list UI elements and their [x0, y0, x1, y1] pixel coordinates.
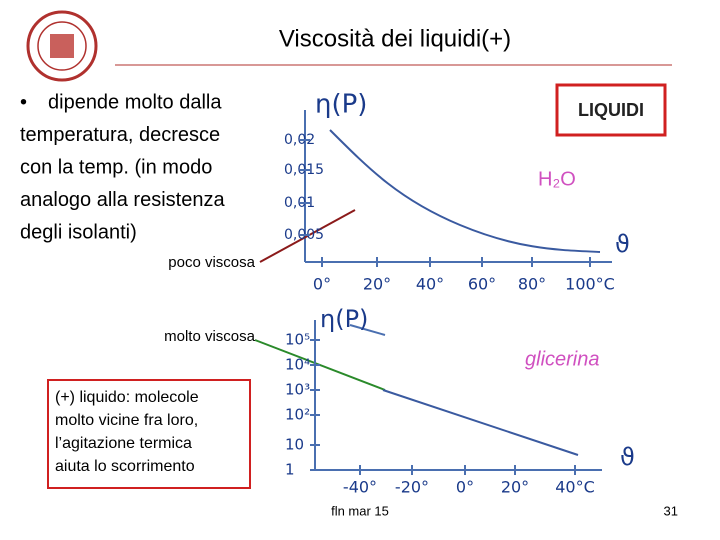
bullet-line: degli isolanti): [20, 221, 137, 243]
bullet-line: temperatura, decresce: [20, 124, 220, 146]
label-poco: poco viscosa: [168, 254, 255, 271]
x-tick-label: 20°: [501, 478, 529, 497]
x-tick-label: 60°: [468, 275, 496, 294]
ylabel: η(P): [320, 305, 368, 333]
title: Viscosità dei liquidi(+): [279, 25, 511, 52]
x-tick-label: 20°: [363, 275, 391, 294]
note-box: [47, 379, 251, 489]
badge-box: [555, 83, 667, 137]
y-tick-label: 10⁵: [285, 331, 310, 349]
y-tick-label: 10²: [285, 406, 310, 424]
xlabel: ϑ: [620, 443, 635, 471]
series-name: glicerina: [525, 348, 599, 370]
x-tick-label: 0°: [456, 478, 474, 497]
series-name: H₂O: [538, 168, 576, 190]
badge: LIQUIDI: [578, 100, 644, 120]
note-line: l’agitazione termica: [55, 435, 192, 452]
ylabel: η(P): [315, 90, 367, 120]
x-tick-label: 80°: [518, 275, 546, 294]
bullet-line: analogo alla resistenza: [20, 189, 225, 211]
x-tick-label: 40°: [416, 275, 444, 294]
y-tick-label: 10⁴: [285, 356, 310, 374]
y-tick-label: 1: [285, 461, 295, 479]
bullet-dot: •: [20, 91, 27, 113]
xlabel: ϑ: [615, 230, 630, 258]
y-tick-label: 10³: [285, 381, 310, 399]
note-line: aiuta lo scorrimento: [55, 458, 195, 475]
bullet-line: dipende molto dalla: [48, 91, 222, 113]
page-number: 31: [664, 503, 678, 518]
footer-date: fln mar 15: [331, 503, 389, 518]
note-line: molto vicine fra loro,: [55, 412, 198, 429]
x-tick-label: 0°: [313, 275, 331, 294]
note-line: (+) liquido: molecole: [55, 389, 199, 406]
y-tick-label: 10: [285, 436, 304, 454]
x-tick-label: 100°C: [565, 275, 615, 294]
y-tick-label: 0,01: [284, 195, 315, 211]
bullet-line: con la temp. (in modo: [20, 156, 212, 178]
y-tick-label: 0,02: [284, 132, 315, 148]
label-molto: molto viscosa: [164, 328, 256, 345]
logo: [26, 10, 98, 82]
x-tick-label: -40°: [343, 478, 377, 497]
x-tick-label: 40°C: [555, 478, 595, 497]
x-tick-label: -20°: [395, 478, 429, 497]
sketch-glycerin: [314, 320, 602, 471]
